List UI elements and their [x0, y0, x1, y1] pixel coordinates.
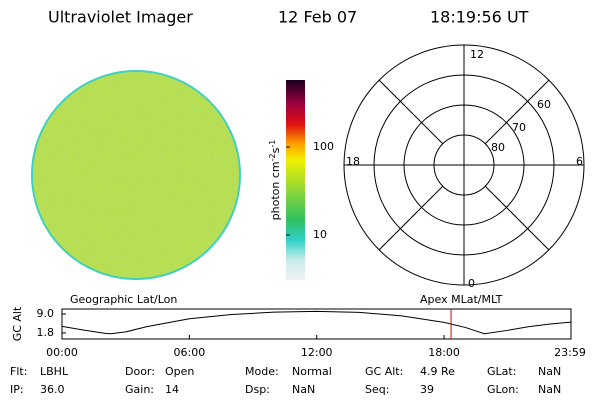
colorbar: 100 10 photon cm-2s-1	[268, 80, 334, 280]
lat-label: 70	[512, 121, 526, 134]
field-value: Open	[165, 365, 194, 378]
x-tick-label: 06:00	[174, 346, 206, 359]
disk-texture	[33, 72, 239, 278]
field-value: NaN	[538, 365, 561, 378]
y-axis-label: GC Alt	[11, 306, 24, 341]
lat-label: 80	[491, 141, 505, 154]
time: 18:19:56 UT	[430, 8, 529, 27]
polar-grid: 12 18 6 0 60 70 80	[343, 44, 585, 290]
mlt-label: 6	[576, 155, 583, 168]
spoke	[484, 79, 550, 145]
field-value: LBHL	[40, 365, 69, 378]
field-value: Normal	[292, 365, 332, 378]
spoke	[378, 79, 444, 145]
y-tick-label: 9.0	[37, 307, 55, 320]
mlt-label: 0	[468, 277, 475, 290]
field-value: 4.9 Re	[420, 365, 455, 378]
field-label: GLat:	[487, 365, 516, 378]
x-tick-label: 18:00	[428, 346, 460, 359]
info-panel: Flt: LBHL Door: Open Mode: Normal GC Alt: 4.9 R…	[10, 365, 561, 396]
header: Ultraviolet Imager 12 Feb 07 18:19:56 UT	[48, 8, 529, 27]
field-label: Flt:	[10, 365, 27, 378]
field-label: IP:	[10, 383, 24, 396]
field-value: 36.0	[40, 383, 65, 396]
plot-title: Geographic Lat/Lon	[70, 293, 177, 306]
plot-frame	[61, 308, 572, 340]
x-tick-label: 12:00	[301, 346, 333, 359]
colorbar-tick-label: 100	[313, 140, 334, 153]
mlt-label: 18	[346, 155, 360, 168]
field-value: 39	[420, 383, 434, 396]
title: Ultraviolet Imager	[48, 8, 193, 27]
spoke	[378, 185, 444, 251]
field-label: Seq:	[365, 383, 389, 396]
y-tick-label: 1.8	[37, 326, 55, 339]
field-value: 14	[165, 383, 179, 396]
lat-label: 60	[537, 98, 551, 111]
field-label: Mode:	[245, 365, 279, 378]
colorbar-tick-label: 10	[313, 228, 327, 241]
image	[31, 70, 241, 280]
mlt-label: 12	[470, 48, 484, 61]
altitude-curve	[61, 310, 572, 335]
field-value: NaN	[292, 383, 315, 396]
spoke	[484, 185, 550, 251]
field-label: Door:	[125, 365, 155, 378]
colorbar-scale	[286, 80, 305, 280]
field-label: GLon:	[487, 383, 519, 396]
x-tick-label: 00:00	[46, 346, 78, 359]
field-label: Dsp:	[245, 383, 270, 396]
date: 12 Feb 07	[278, 8, 357, 27]
field-value: NaN	[538, 383, 561, 396]
colorbar-unit: photon cm-2s-1	[268, 140, 283, 221]
field-label: Gain:	[125, 383, 154, 396]
gc-alt-plot: Geographic Lat/Lon Apex MLat/MLT GC Alt …	[11, 293, 586, 359]
field-label: GC Alt:	[365, 365, 403, 378]
plot-title: Apex MLat/MLT	[420, 293, 503, 306]
x-tick-label: 23:59	[554, 346, 586, 359]
